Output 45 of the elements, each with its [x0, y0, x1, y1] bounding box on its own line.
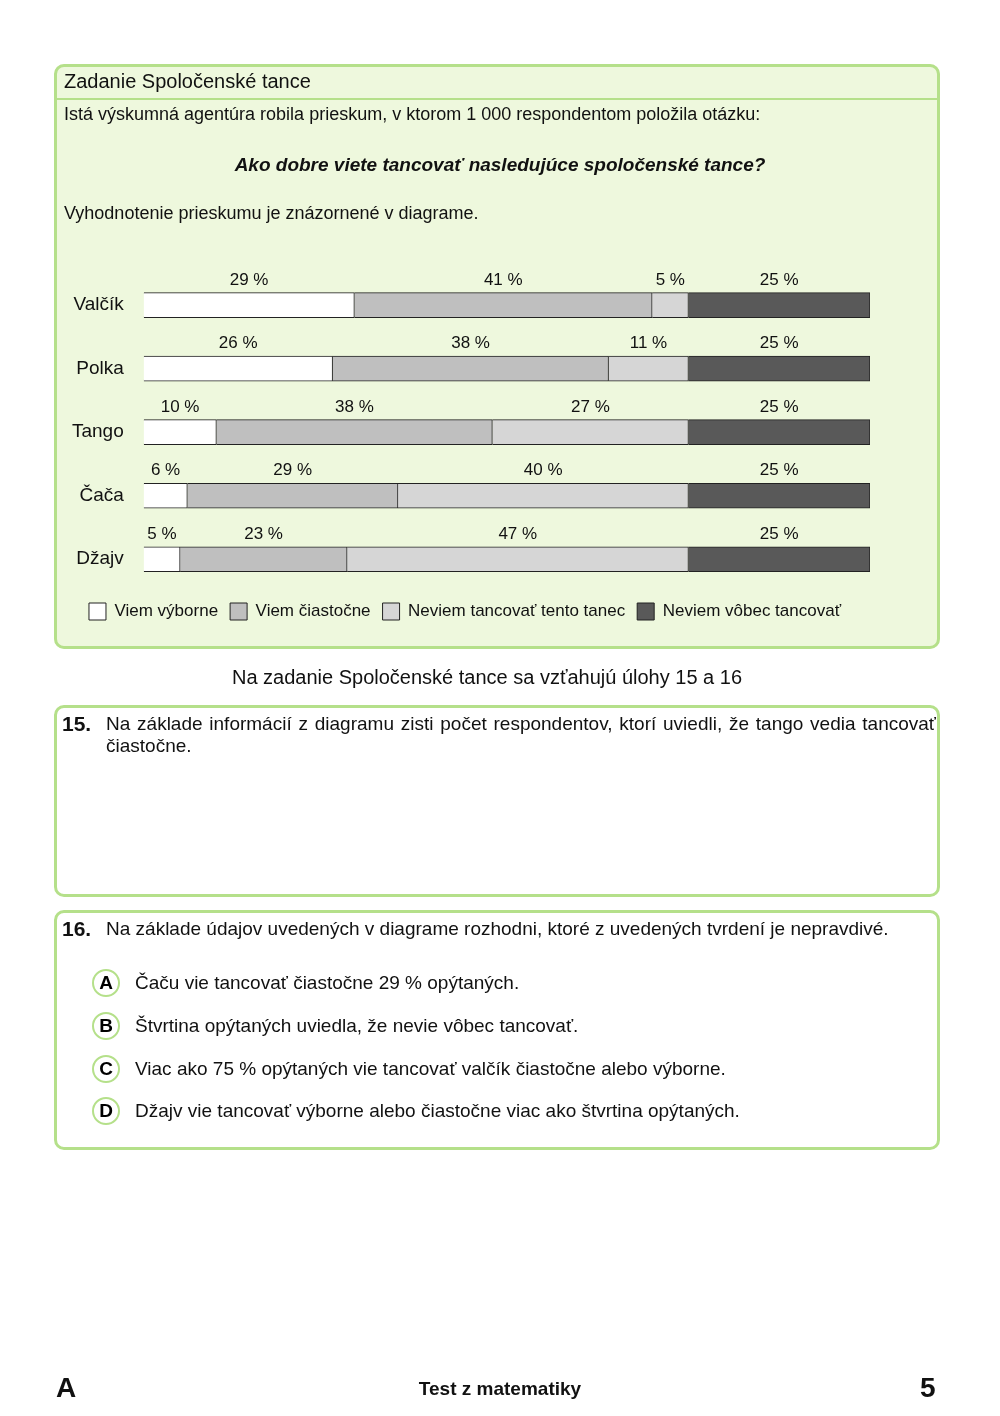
data-label: 25 %	[759, 269, 799, 289]
text: Džajv vie tancovať výborne alebo čiastočne viac ako štvrtina opýtaných.	[135, 1100, 740, 1122]
data-label: 23 %	[244, 523, 283, 543]
text: Test z matematiky	[418, 1378, 582, 1399]
data-label: 5 %	[147, 523, 177, 543]
data-label: 41 %	[483, 269, 523, 289]
text: Istá výskumná agentúra robila prieskum, v ktorom 1 000 respondentom položila otázku:	[64, 104, 761, 125]
data-label: 27 %	[571, 396, 610, 416]
data-label: 10 %	[160, 396, 200, 416]
text: 16.	[62, 917, 92, 941]
y-tick-label: Čača	[79, 483, 125, 505]
y-tick-label: Polka	[76, 356, 125, 378]
text: 5	[920, 1372, 936, 1404]
legend-label: Neviem vôbec tancovať	[662, 601, 842, 621]
data-label: 29 %	[229, 269, 269, 289]
data-label: 47 %	[498, 523, 538, 543]
text: 15.	[62, 712, 92, 736]
data-label: 25 %	[759, 333, 799, 353]
data-label: 38 %	[451, 333, 490, 353]
data-label: 26 %	[218, 333, 258, 353]
data-label: 29 %	[273, 460, 313, 480]
data-label: 11 %	[629, 333, 668, 353]
legend-label: Neviem tancovať tento tanec	[408, 601, 626, 621]
chart-title: Zadanie Spoločenské tance	[64, 70, 311, 93]
text: Viac ako 75 % opýtaných vie tancovať valčík čiastočne alebo výborne.	[135, 1058, 726, 1080]
text: Vyhodnotenie prieskumu je znázornené v diagrame.	[64, 203, 479, 224]
data-label: 5 %	[655, 269, 685, 289]
text: Na základe informácií z diagramu zisti počet respondentov, ktorí uviedli, že tango vedia tancovať čiastočne.	[106, 713, 936, 757]
text: Štvrtina opýtaných uviedla, že nevie vôbec tancovať.	[135, 1015, 579, 1037]
text: Čaču vie tancovať čiastočne 29 % opýtaných.	[135, 972, 520, 994]
text: Na základe údajov uvedených v diagrame rozhodni, ktoré z uvedených tvrdení je nepravdivé.	[106, 918, 889, 940]
text: Ako dobre viete tancovať nasledujúce spoločenské tance?	[233, 154, 767, 176]
data-label: 6 %	[150, 460, 181, 480]
data-label: 25 %	[759, 460, 799, 480]
data-label: 25 %	[759, 396, 799, 416]
legend-label: Viem výborne	[114, 601, 219, 621]
legend-label: Viem čiastočne	[255, 601, 371, 621]
data-label: 25 %	[759, 523, 799, 543]
text: A	[56, 1372, 77, 1404]
data-label: 40 %	[523, 460, 563, 480]
text: Na zadanie Spoločenské tance sa vzťahujú úlohy 15 a 16	[230, 666, 744, 689]
y-tick-label: Tango	[71, 420, 124, 442]
y-tick-label: Džajv	[76, 547, 125, 569]
data-label: 38 %	[335, 396, 374, 416]
y-tick-label: Valčík	[73, 293, 125, 315]
